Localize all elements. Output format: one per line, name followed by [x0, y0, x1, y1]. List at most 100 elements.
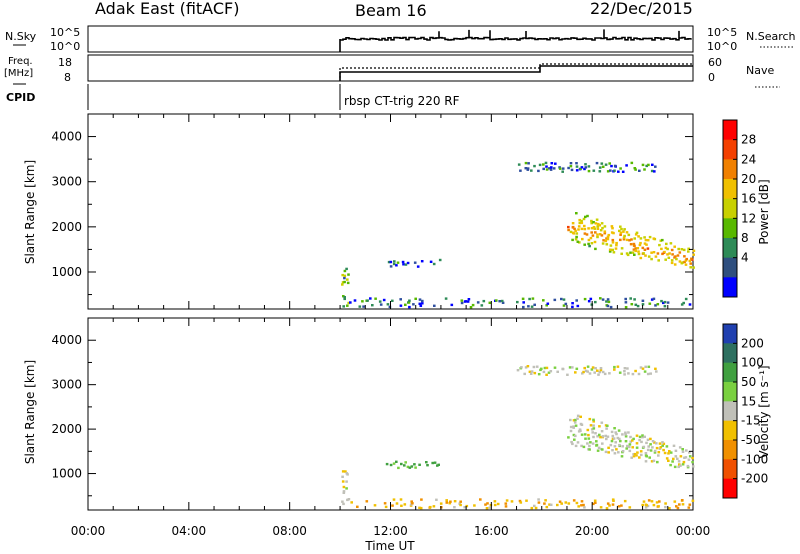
- data-cell: [619, 231, 623, 234]
- data-cell: [676, 457, 679, 460]
- data-cell: [580, 219, 583, 223]
- data-cell: [496, 502, 500, 506]
- data-cell: [575, 169, 579, 172]
- data-cell: [411, 502, 414, 505]
- freq-tick-right-low: 0: [708, 71, 715, 84]
- data-cell: [689, 266, 692, 269]
- data-cell: [623, 373, 626, 376]
- data-cell: [584, 163, 587, 166]
- data-cell: [611, 227, 614, 230]
- data-cell: [615, 241, 618, 245]
- data-cell: [369, 297, 372, 300]
- data-cell: [578, 428, 582, 431]
- data-cell: [342, 491, 346, 494]
- data-cell: [346, 304, 349, 307]
- data-cell: [521, 297, 525, 300]
- data-cell: [449, 500, 452, 503]
- data-cell: [629, 440, 632, 443]
- data-cell: [631, 446, 634, 449]
- data-cell: [678, 446, 682, 449]
- data-cell: [643, 236, 646, 239]
- data-cell: [386, 303, 390, 306]
- velocity-colorbar-label: Velocity [m s⁻¹]: [757, 365, 771, 458]
- data-cell: [569, 425, 573, 429]
- data-cell: [578, 241, 581, 244]
- data-cell: [571, 222, 575, 225]
- data-cell: [670, 259, 674, 262]
- data-cell: [628, 449, 632, 453]
- data-cell: [599, 368, 603, 372]
- data-cell: [384, 505, 388, 509]
- data-cell: [605, 237, 608, 240]
- data-cell: [647, 163, 650, 167]
- data-cell: [594, 300, 597, 304]
- data-cell: [607, 233, 611, 237]
- data-cell: [342, 502, 345, 506]
- data-cell: [580, 500, 584, 503]
- data-cell: [590, 231, 593, 234]
- data-cell: [682, 301, 685, 305]
- data-cell: [574, 434, 577, 438]
- data-cell: [608, 250, 612, 253]
- data-cell: [504, 502, 508, 505]
- data-cell: [397, 466, 400, 470]
- data-cell: [650, 460, 654, 463]
- data-cell: [418, 506, 421, 509]
- data-cell: [505, 499, 509, 502]
- data-cell: [404, 461, 407, 464]
- data-cell: [690, 257, 693, 260]
- data-cell: [575, 235, 578, 239]
- data-cell: [623, 367, 627, 370]
- data-cell: [416, 265, 420, 268]
- data-cell: [687, 247, 690, 250]
- data-cell: [569, 230, 573, 234]
- data-cell: [529, 372, 533, 375]
- data-cell: [620, 227, 623, 231]
- data-cell: [662, 448, 665, 452]
- data-cell: [598, 166, 602, 169]
- data-cell: [637, 235, 640, 238]
- data-cell: [628, 443, 632, 446]
- y-tick-label: 1000: [51, 265, 82, 279]
- data-cell: [586, 370, 589, 373]
- data-cell: [688, 303, 692, 306]
- data-cell: [595, 440, 598, 443]
- data-cell: [346, 278, 349, 281]
- data-cell: [656, 303, 660, 306]
- data-cell: [545, 304, 548, 307]
- y-tick-label: 3000: [51, 175, 82, 189]
- data-cell: [419, 304, 423, 307]
- data-cell: [571, 231, 575, 234]
- data-cell: [677, 460, 681, 463]
- data-cell: [617, 451, 620, 454]
- data-cell: [543, 366, 547, 370]
- data-cell: [660, 247, 663, 251]
- data-cell: [519, 169, 522, 172]
- data-cell: [540, 367, 543, 370]
- noise-tick-left-low: 10^0: [50, 40, 80, 53]
- data-cell: [630, 238, 633, 241]
- data-cell: [448, 502, 452, 505]
- data-cell: [688, 503, 692, 506]
- data-cell: [664, 246, 668, 250]
- data-cell: [594, 367, 597, 370]
- data-cell: [658, 447, 662, 450]
- nave-trace: [339, 63, 693, 78]
- data-cell: [619, 439, 622, 443]
- data-cell: [476, 301, 480, 304]
- data-cell: [572, 425, 575, 428]
- data-cell: [691, 499, 695, 502]
- data-cell: [604, 163, 608, 166]
- data-cell: [553, 298, 557, 302]
- data-cell: [673, 245, 676, 248]
- data-cell: [660, 299, 663, 303]
- data-cell: [458, 502, 461, 505]
- data-cell: [684, 263, 688, 266]
- data-cell: [656, 252, 660, 255]
- data-cell: [580, 221, 584, 225]
- data-cell: [683, 456, 686, 459]
- colorbar-tick-label: 8: [741, 231, 749, 245]
- colorbar-tick-label: 20: [741, 172, 756, 186]
- data-cell: [610, 430, 614, 434]
- data-cell: [583, 366, 586, 370]
